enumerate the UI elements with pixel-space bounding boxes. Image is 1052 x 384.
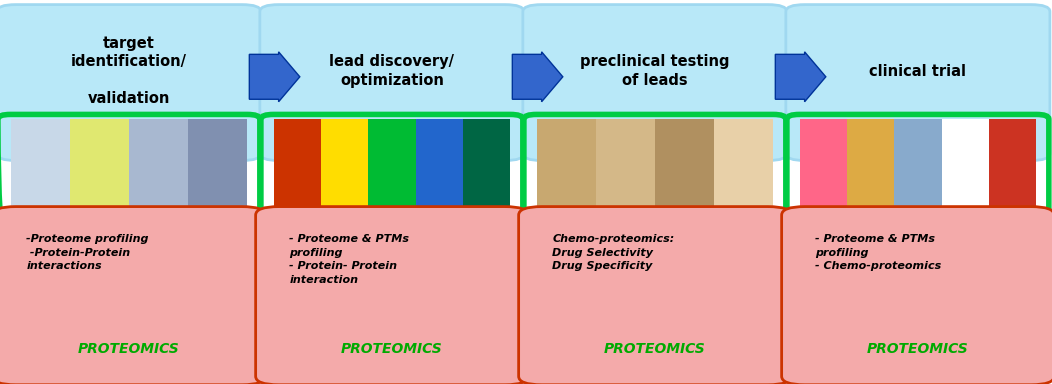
Polygon shape <box>775 52 826 102</box>
Text: - Proteome & PTMs
profiling
- Protein- Protein
interaction: - Proteome & PTMs profiling - Protein- P… <box>289 234 409 285</box>
FancyBboxPatch shape <box>368 119 416 257</box>
Text: PROTEOMICS: PROTEOMICS <box>867 343 969 356</box>
FancyBboxPatch shape <box>11 119 69 257</box>
FancyBboxPatch shape <box>786 5 1050 161</box>
Text: preclinical testing
of leads: preclinical testing of leads <box>580 54 730 88</box>
Text: lead discovery/
optimization: lead discovery/ optimization <box>329 54 454 88</box>
FancyBboxPatch shape <box>847 119 894 257</box>
FancyBboxPatch shape <box>523 5 787 161</box>
FancyBboxPatch shape <box>463 119 510 257</box>
Text: Chemo-proteomics:
Drug Selectivity
Drug Specificity: Chemo-proteomics: Drug Selectivity Drug … <box>552 234 674 271</box>
Text: PROTEOMICS: PROTEOMICS <box>604 343 706 356</box>
FancyBboxPatch shape <box>595 119 654 257</box>
FancyBboxPatch shape <box>519 207 791 384</box>
FancyBboxPatch shape <box>782 207 1052 384</box>
FancyBboxPatch shape <box>942 119 989 257</box>
Text: PROTEOMICS: PROTEOMICS <box>341 343 443 356</box>
FancyBboxPatch shape <box>128 119 188 257</box>
FancyBboxPatch shape <box>256 207 528 384</box>
FancyBboxPatch shape <box>321 119 368 257</box>
Polygon shape <box>512 52 563 102</box>
FancyBboxPatch shape <box>274 119 321 257</box>
FancyBboxPatch shape <box>894 119 942 257</box>
FancyBboxPatch shape <box>654 119 714 257</box>
Text: target
identification/

validation: target identification/ validation <box>70 36 187 106</box>
FancyBboxPatch shape <box>0 207 265 384</box>
FancyBboxPatch shape <box>416 119 463 257</box>
FancyBboxPatch shape <box>714 119 773 257</box>
FancyBboxPatch shape <box>69 119 128 257</box>
Text: PROTEOMICS: PROTEOMICS <box>78 343 180 356</box>
Text: -Proteome profiling
 -Protein-Protein
interactions: -Proteome profiling -Protein-Protein int… <box>26 234 148 271</box>
Text: - Proteome & PTMs
profiling
- Chemo-proteomics: - Proteome & PTMs profiling - Chemo-prot… <box>815 234 942 271</box>
FancyBboxPatch shape <box>188 119 247 257</box>
Text: clinical trial: clinical trial <box>869 63 967 79</box>
FancyBboxPatch shape <box>260 5 524 161</box>
FancyBboxPatch shape <box>800 119 847 257</box>
FancyBboxPatch shape <box>537 119 595 257</box>
FancyBboxPatch shape <box>0 5 261 161</box>
FancyBboxPatch shape <box>989 119 1036 257</box>
Polygon shape <box>249 52 300 102</box>
